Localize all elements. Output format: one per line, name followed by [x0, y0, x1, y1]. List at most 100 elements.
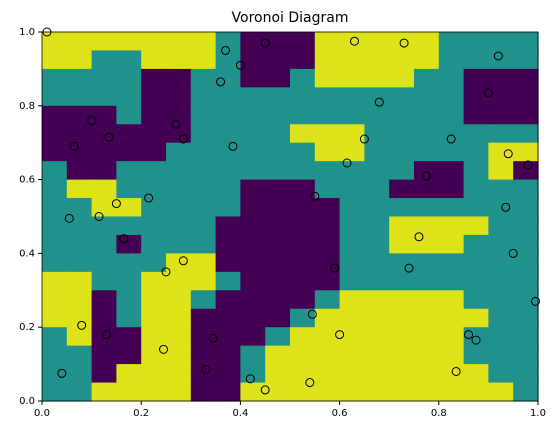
x-tick-label: 0.6: [332, 408, 348, 419]
region-cell: [364, 216, 390, 236]
region-cell: [438, 290, 465, 310]
region-cell: [265, 68, 291, 88]
chart-title: Voronoi Diagram: [232, 10, 349, 26]
region-cell: [414, 345, 440, 365]
region-cell: [166, 382, 192, 402]
region-cell: [240, 105, 266, 125]
site-point: [335, 330, 345, 340]
region-cell: [488, 68, 514, 88]
region-cell: [339, 87, 365, 107]
region-cell: [215, 308, 241, 328]
region-cell: [215, 105, 241, 125]
region-cell: [116, 234, 142, 254]
region-cell: [91, 216, 117, 236]
region-cell: [141, 32, 167, 52]
region-cell: [488, 290, 514, 310]
region-cell: [290, 327, 316, 347]
region-cell: [314, 50, 341, 70]
region-cell: [389, 179, 415, 199]
region-cell: [166, 253, 192, 273]
region-cell: [314, 161, 341, 181]
region-cell: [414, 364, 440, 384]
region-cell: [215, 216, 241, 236]
region-cell: [339, 290, 365, 310]
region-cell: [513, 142, 539, 162]
region-cell: [240, 271, 266, 291]
region-cell: [190, 198, 217, 218]
region-cell: [66, 308, 93, 328]
region-cell: [66, 50, 93, 70]
region-cell: [42, 216, 68, 236]
region-cell: [190, 87, 217, 107]
region-cell: [166, 290, 192, 310]
region-cell: [66, 234, 93, 254]
region-cell: [364, 105, 390, 125]
region-cell: [438, 68, 465, 88]
region-cell: [438, 345, 465, 365]
region-cell: [42, 382, 68, 402]
region-cell: [116, 216, 142, 236]
region-cell: [66, 124, 93, 144]
region-cell: [438, 308, 465, 328]
region-cell: [116, 50, 142, 70]
region-cell: [389, 142, 415, 162]
region-cell: [290, 345, 316, 365]
region-cell: [166, 327, 192, 347]
region-cell: [364, 308, 390, 328]
region-cell: [314, 290, 341, 310]
site-point: [523, 160, 533, 170]
region-cell: [339, 327, 365, 347]
site-point: [119, 234, 129, 244]
region-cell: [438, 179, 465, 199]
region-cell: [364, 271, 390, 291]
region-cell: [463, 216, 489, 236]
region-cell: [42, 87, 68, 107]
region-cell: [364, 179, 390, 199]
region-cell: [91, 87, 117, 107]
region-cell: [414, 179, 440, 199]
region-cell: [463, 50, 489, 70]
region-cell: [240, 308, 266, 328]
region-cell: [414, 87, 440, 107]
site-point: [421, 171, 431, 181]
region-cell: [339, 198, 365, 218]
region-cell: [215, 124, 241, 144]
region-cell: [42, 161, 68, 181]
region-cell: [414, 161, 440, 181]
region-cell: [290, 216, 316, 236]
region-cell: [463, 87, 489, 107]
site-point: [87, 116, 97, 126]
region-cell: [66, 198, 93, 218]
region-cell: [240, 87, 266, 107]
region-cell: [438, 161, 465, 181]
region-cell: [215, 234, 241, 254]
region-cell: [414, 382, 440, 402]
site-point: [446, 134, 456, 144]
region-cell: [513, 327, 539, 347]
site-point: [94, 212, 104, 221]
region-cell: [166, 124, 192, 144]
region-cell: [91, 32, 117, 52]
region-cell: [240, 161, 266, 181]
region-cell: [364, 327, 390, 347]
region-cell: [513, 124, 539, 144]
region-cell: [314, 105, 341, 125]
region-cell: [513, 271, 539, 291]
region-cell: [438, 105, 465, 125]
region-cell: [66, 253, 93, 273]
site-point: [221, 45, 231, 55]
region-cell: [240, 327, 266, 347]
region-cell: [339, 216, 365, 236]
region-cell: [116, 382, 142, 402]
region-cell: [116, 345, 142, 365]
region-cell: [513, 198, 539, 218]
region-cell: [215, 87, 241, 107]
region-cell: [215, 364, 241, 384]
region-cell: [463, 327, 489, 347]
region-cell: [463, 308, 489, 328]
region-cell: [116, 68, 142, 88]
region-cell: [66, 68, 93, 88]
region-cell: [364, 290, 390, 310]
region-cell: [42, 253, 68, 273]
